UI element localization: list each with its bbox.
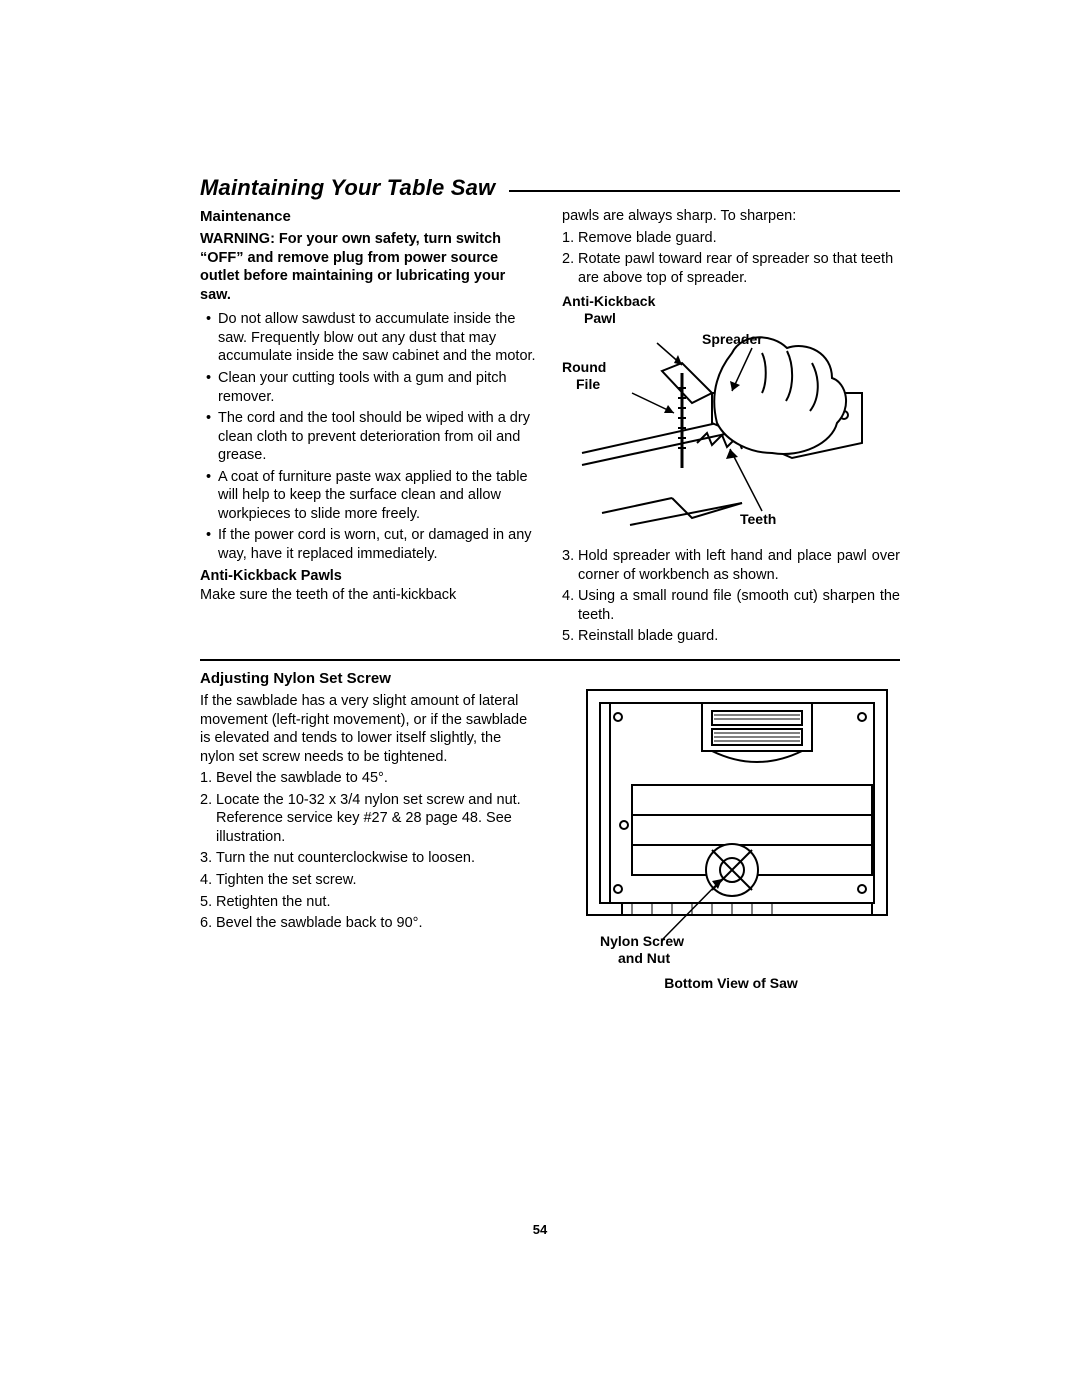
label-round: Round [562, 359, 606, 375]
label-nylon-screw: Nylon Screw [600, 933, 684, 949]
saw-bottom-diagram-icon [562, 675, 900, 975]
label-file: File [576, 376, 600, 392]
manual-page: Maintaining Your Table Saw Maintenance W… [200, 175, 900, 993]
list-item: Remove blade guard. [578, 229, 900, 248]
page-title: Maintaining Your Table Saw [200, 175, 495, 201]
figure-caption: Bottom View of Saw [562, 975, 900, 993]
pawls-para: Make sure the teeth of the anti-kickback [200, 586, 538, 605]
label-teeth: Teeth [740, 511, 776, 527]
list-item: Rotate pawl toward rear of spreader so t… [578, 250, 900, 287]
col-right-adjusting: Nylon Screw and Nut Bottom View of Saw [562, 669, 900, 993]
pawls-heading: Anti-Kickback Pawls [200, 567, 538, 586]
section-divider [200, 659, 900, 661]
list-item: The cord and the tool should be wiped wi… [218, 409, 538, 465]
pawls-steps-b: Hold spreader with left hand and place p… [562, 547, 900, 646]
pawls-lead: pawls are always sharp. To sharpen: [562, 207, 900, 226]
list-item: Hold spreader with left hand and place p… [578, 547, 900, 584]
pawls-steps-a: Remove blade guard. Rotate pawl toward r… [562, 229, 900, 288]
maintenance-warning: WARNING: For your own safety, turn switc… [200, 230, 538, 304]
title-rule [509, 190, 900, 192]
label-anti-kickback: Anti-Kickback [562, 293, 655, 309]
col-left-maintenance: Maintenance WARNING: For your own safety… [200, 207, 538, 649]
upper-columns: Maintenance WARNING: For your own safety… [200, 207, 900, 649]
figure-anti-kickback: Anti-Kickback Pawl Spreader Round File T… [562, 293, 900, 543]
page-number: 54 [0, 1222, 1080, 1237]
list-item: Turn the nut counterclockwise to loosen. [216, 849, 538, 868]
list-item: A coat of furniture paste wax applied to… [218, 468, 538, 524]
list-item: Reinstall blade guard. [578, 627, 900, 646]
figure-bottom-view: Nylon Screw and Nut [562, 675, 900, 975]
list-item: Do not allow sawdust to accumulate insid… [218, 310, 538, 366]
label-pawl: Pawl [584, 310, 616, 326]
list-item: If the power cord is worn, cut, or damag… [218, 526, 538, 563]
list-item: Bevel the sawblade back to 90°. [216, 914, 538, 933]
adjusting-heading: Adjusting Nylon Set Screw [200, 669, 538, 688]
adjusting-intro: If the sawblade has a very slight amount… [200, 692, 538, 766]
list-item: Tighten the set screw. [216, 871, 538, 890]
maintenance-bullets: Do not allow sawdust to accumulate insid… [200, 310, 538, 563]
label-spreader: Spreader [702, 331, 763, 347]
label-and-nut: and Nut [618, 950, 670, 966]
lower-columns: Adjusting Nylon Set Screw If the sawblad… [200, 669, 900, 993]
col-left-adjusting: Adjusting Nylon Set Screw If the sawblad… [200, 669, 538, 993]
title-row: Maintaining Your Table Saw [200, 175, 900, 201]
list-item: Locate the 10-32 x 3/4 nylon set screw a… [216, 791, 538, 847]
maintenance-heading: Maintenance [200, 207, 538, 226]
adjusting-steps: Bevel the sawblade to 45°. Locate the 10… [200, 769, 538, 932]
list-item: Bevel the sawblade to 45°. [216, 769, 538, 788]
list-item: Clean your cutting tools with a gum and … [218, 369, 538, 406]
col-right-maintenance: pawls are always sharp. To sharpen: Remo… [562, 207, 900, 649]
list-item: Using a small round file (smooth cut) sh… [578, 587, 900, 624]
list-item: Retighten the nut. [216, 893, 538, 912]
